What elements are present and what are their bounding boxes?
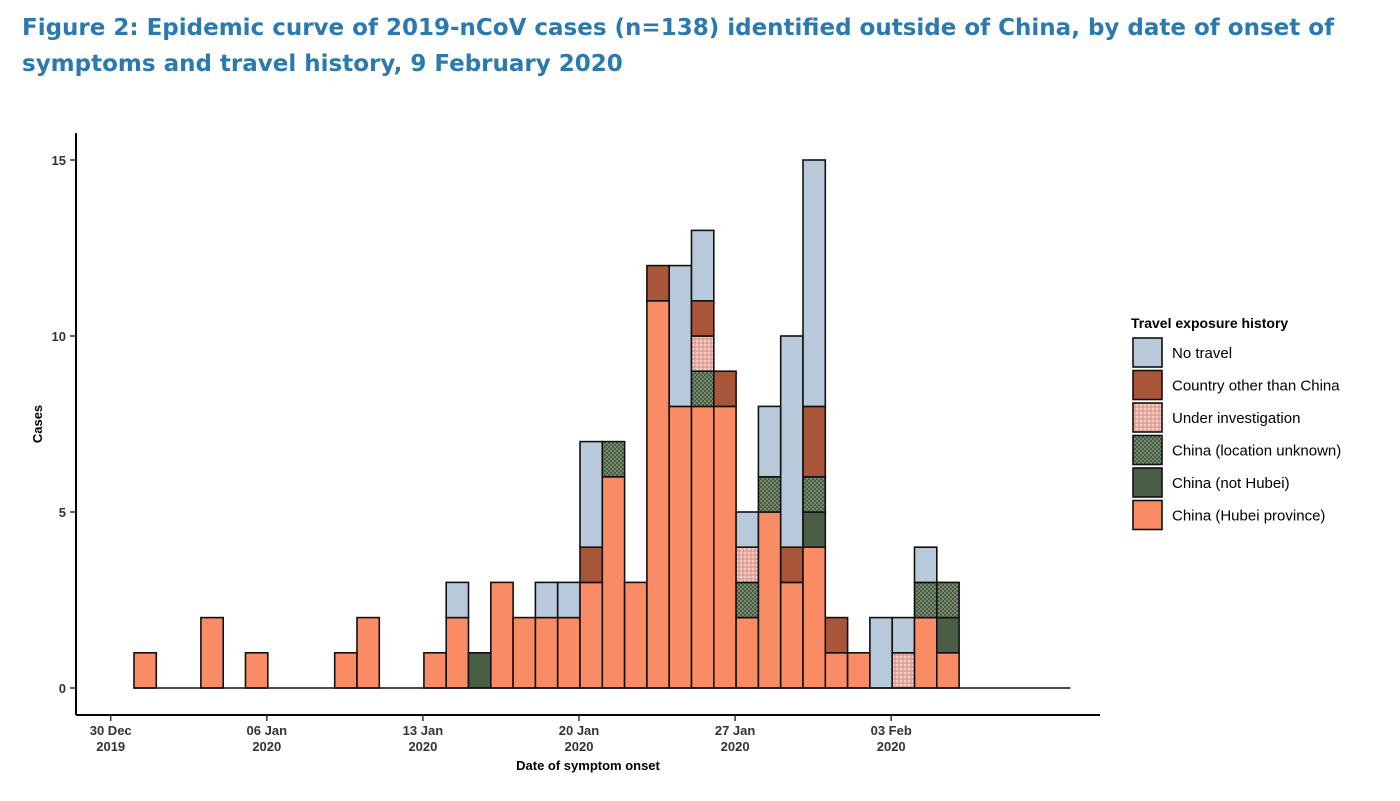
x-tick-label: 06 Jan — [247, 723, 288, 738]
x-tick-year-label: 2020 — [721, 739, 750, 754]
legend-key — [1132, 369, 1163, 401]
x-tick-year-label: 2020 — [877, 739, 906, 754]
y-tick-label: 15 — [52, 153, 66, 168]
bar-segment — [802, 159, 827, 408]
legend-item-label: No travel — [1172, 345, 1232, 362]
bar-segment — [579, 581, 604, 689]
bar-segment — [534, 581, 559, 619]
bar-segment — [802, 475, 827, 513]
bar-segment — [757, 511, 782, 689]
legend-title: Travel exposure history — [1131, 315, 1288, 331]
bar-segment — [913, 546, 938, 584]
bar-segment — [757, 405, 782, 478]
bar-segment — [802, 405, 827, 478]
bar-segment — [712, 370, 737, 408]
legend-key — [1132, 337, 1163, 368]
bar-segment — [690, 335, 715, 373]
bar-segment — [735, 616, 760, 689]
bar-segment — [244, 651, 269, 689]
x-tick-label: 27 Jan — [715, 723, 756, 738]
bar-segment — [735, 581, 760, 619]
legend: Travel exposure history No travel Country… — [1131, 315, 1341, 531]
bar-segment — [913, 616, 938, 689]
bar-segment — [779, 335, 804, 548]
legend-item-label: China (Hubei province) — [1172, 508, 1325, 525]
bar-segment — [423, 651, 447, 689]
bar-segment — [356, 616, 381, 689]
bar-segment — [913, 581, 938, 619]
bar-segment — [579, 440, 604, 549]
bar-segment — [690, 299, 715, 337]
bar-segment — [690, 229, 715, 302]
figure-title: Figure 2: Epidemic curve of 2019-nCoV ca… — [22, 15, 1335, 77]
y-axis-title: Cases — [30, 405, 45, 443]
legend-item-label: China (location unknown) — [1172, 443, 1341, 460]
bar-segment — [133, 651, 158, 689]
x-axis-title: Date of symptom onset — [516, 758, 660, 773]
bar-segment — [646, 264, 671, 302]
bar-segment — [200, 616, 224, 689]
bar-segment — [869, 616, 894, 689]
bar-segment — [467, 651, 492, 689]
bar-segment — [757, 475, 782, 513]
bar-segment — [668, 405, 693, 689]
bar-segment — [935, 651, 960, 689]
y-tick-label: 0 — [59, 681, 66, 696]
bar-segment — [802, 546, 827, 689]
bar-segment — [601, 475, 626, 689]
bar-segment — [891, 651, 916, 689]
x-tick-year-label: 2020 — [408, 739, 437, 754]
bar-segment — [802, 511, 827, 549]
y-tick-label: 5 — [59, 505, 66, 520]
legend-key — [1132, 434, 1163, 466]
bar-segment — [445, 581, 470, 619]
bar-segment — [846, 651, 871, 689]
bar-segment — [623, 581, 648, 689]
x-tick-year-label: 2020 — [252, 739, 281, 754]
legend-key — [1132, 402, 1163, 433]
bar-segment — [779, 581, 804, 689]
bar-segment — [824, 651, 849, 689]
bar-segment — [690, 405, 715, 689]
bar-segment — [712, 405, 737, 689]
bar-segment — [779, 546, 804, 584]
bar-segment — [556, 581, 581, 619]
y-ticks: 0 5 10 15 — [52, 153, 76, 696]
x-tick-label: 20 Jan — [559, 723, 600, 738]
legend-key — [1132, 499, 1163, 531]
x-tick-year-label: 2019 — [96, 739, 125, 754]
bar-segment — [891, 616, 916, 654]
bar-segment — [579, 546, 604, 584]
bar-segment — [556, 616, 581, 689]
y-tick-label: 10 — [52, 329, 66, 344]
legend-key — [1132, 467, 1163, 498]
bar-segment — [333, 651, 358, 689]
bar-segment — [445, 616, 470, 689]
bar-segment — [534, 616, 559, 689]
legend-item-label: China (not Hubei) — [1172, 475, 1290, 492]
bar-segment — [735, 546, 760, 584]
bar-segment — [690, 370, 715, 408]
x-tick-label: 30 Dec — [90, 723, 132, 738]
bar-segment — [935, 581, 960, 619]
bar-segment — [824, 616, 849, 654]
legend-item-label: Under investigation — [1172, 410, 1300, 427]
bars-layer — [133, 159, 1071, 689]
bar-segment — [735, 511, 760, 549]
bar-segment — [601, 440, 626, 478]
x-tick-label: 13 Jan — [403, 723, 444, 738]
bar-segment — [512, 616, 537, 689]
bar-segment — [646, 299, 671, 689]
bar-segment — [935, 616, 960, 654]
bar-segment — [489, 581, 514, 689]
x-tick-label: 03 Feb — [871, 723, 912, 738]
x-tick-year-label: 2020 — [565, 739, 594, 754]
legend-item-label: Country other than China — [1172, 378, 1340, 395]
bar-segment — [668, 264, 693, 408]
